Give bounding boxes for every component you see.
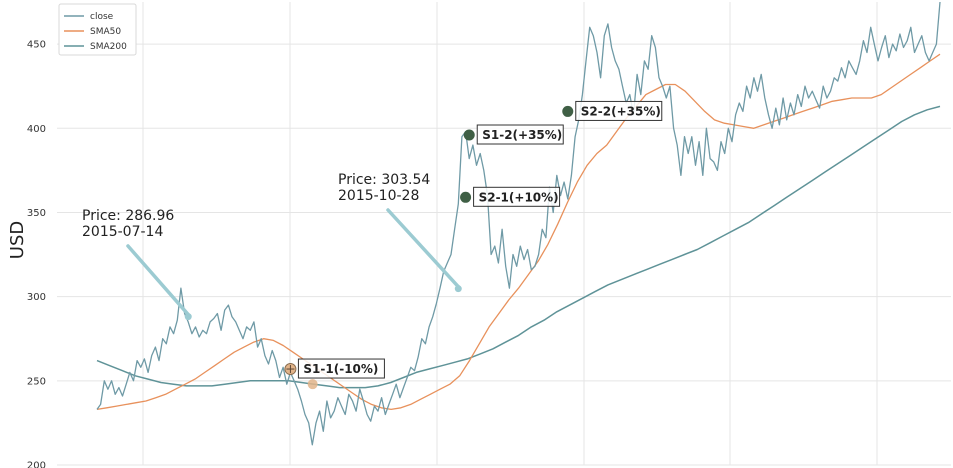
y-axis-ticks: 200 250 300 350 400 450 bbox=[27, 40, 46, 468]
legend-entry-close: close bbox=[90, 12, 114, 22]
callout-arrow-head bbox=[454, 285, 462, 293]
callout-date: 2015-07-14 bbox=[82, 224, 163, 240]
signal-label: S2-2(+35%) bbox=[581, 104, 661, 118]
y-tick-label: 450 bbox=[27, 40, 46, 51]
series-line-close bbox=[96, 1, 941, 446]
signal-label: S1-1(-10%) bbox=[303, 362, 378, 376]
callout-date: 2015-10-28 bbox=[338, 188, 419, 204]
signal-markers: S1-1(-10%) S1-2(+35%) S2-1(+10%) S2-2(+35%) bbox=[284, 100, 663, 390]
callout-arrow bbox=[126, 244, 190, 317]
callout-price: Price: 286.96 bbox=[82, 208, 174, 224]
y-tick-label: 200 bbox=[27, 461, 46, 468]
y-tick-label: 400 bbox=[27, 124, 46, 135]
y-tick-label: 350 bbox=[27, 208, 46, 219]
signal-marker bbox=[463, 129, 475, 141]
signal-marker bbox=[562, 105, 574, 117]
legend-entry-sma200: SMA200 bbox=[90, 42, 127, 52]
signal-marker bbox=[460, 191, 472, 203]
signal-label-box bbox=[473, 186, 561, 207]
series-line-sma200 bbox=[96, 105, 941, 389]
crossover-marker bbox=[307, 379, 318, 390]
callout-arrow bbox=[386, 208, 461, 289]
callout-arrow-head bbox=[184, 313, 192, 321]
legend: close SMA50 SMA200 bbox=[58, 3, 137, 56]
legend-entry-sma50: SMA50 bbox=[90, 27, 121, 37]
y-tick-label: 250 bbox=[27, 376, 46, 387]
signal-label: S1-2(+35%) bbox=[482, 128, 562, 142]
signal-label-box bbox=[297, 358, 385, 379]
signal-label: S2-1(+10%) bbox=[479, 190, 559, 204]
y-axis-label: USD bbox=[7, 221, 28, 259]
plot-area bbox=[57, 2, 951, 465]
signal-label-box bbox=[476, 124, 564, 145]
y-tick-label: 300 bbox=[27, 292, 46, 303]
series-line-sma50 bbox=[96, 53, 941, 411]
signal-label-box bbox=[575, 100, 663, 121]
callout-price: Price: 303.54 bbox=[338, 172, 430, 188]
series-lines bbox=[96, 1, 941, 446]
